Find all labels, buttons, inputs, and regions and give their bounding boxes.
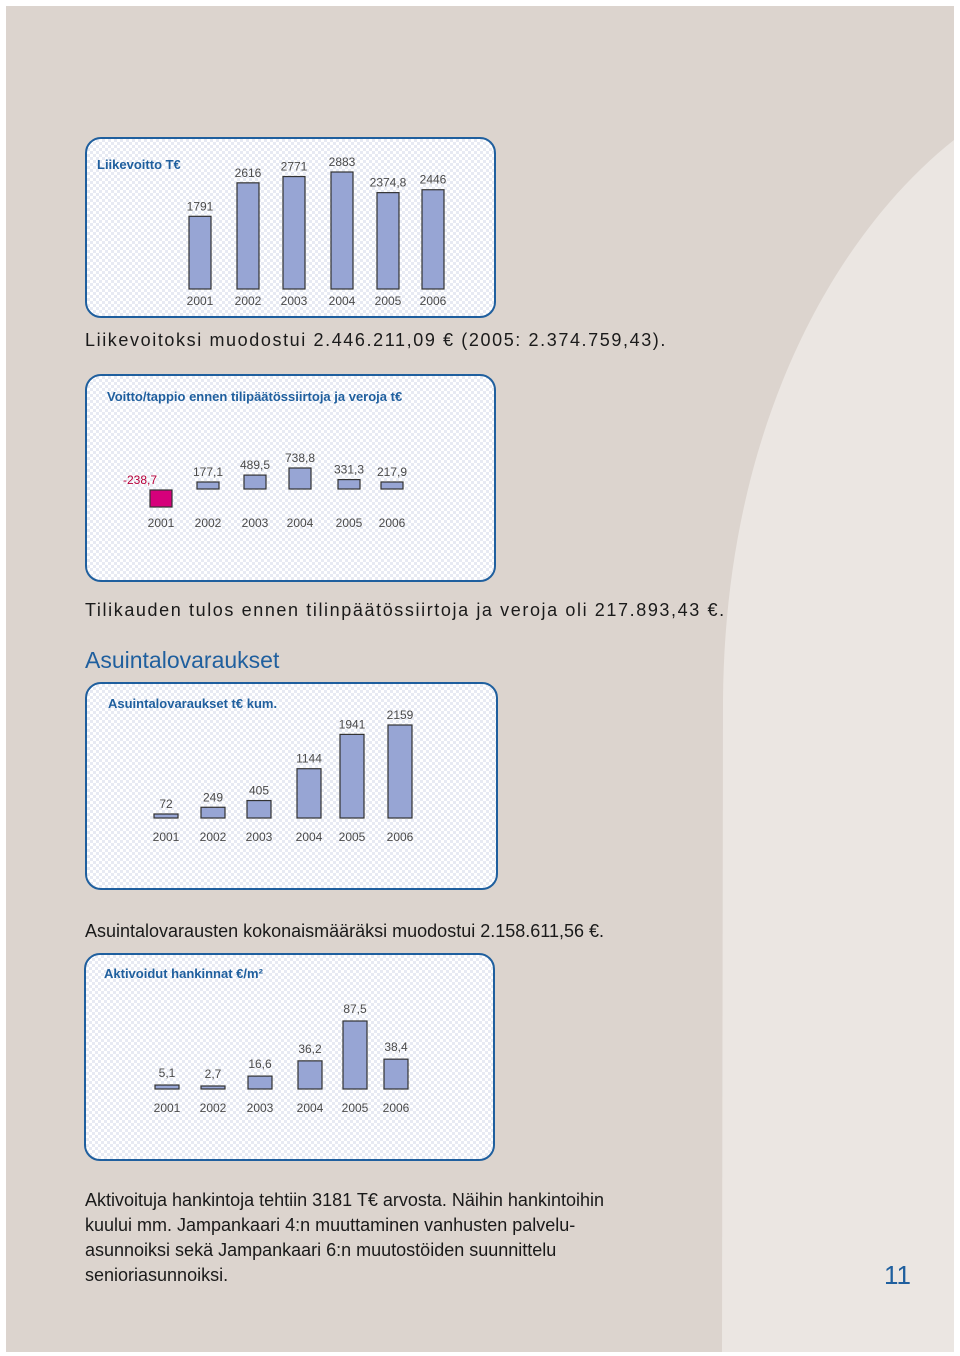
- bar-2003: [247, 1075, 273, 1090]
- chart-panel-result-before: Voitto/tappio ennen tilipäätössiirtoja j…: [85, 374, 496, 582]
- chart-title: Asuintalovaraukset t€ kum.: [108, 696, 278, 711]
- value-label: 2374,8: [370, 176, 407, 190]
- value-label: 2446: [420, 173, 447, 187]
- value-label: -238,7: [123, 473, 157, 487]
- bar-2005: [376, 192, 400, 290]
- bar-2004: [288, 467, 312, 490]
- tick-label: 2005: [375, 294, 402, 308]
- chart-title: Liikevoitto T€: [97, 157, 181, 172]
- value-label: 2883: [329, 155, 356, 169]
- tick-label: 2001: [154, 1101, 181, 1115]
- capitalized-paragraph: Aktivoituja hankintoja tehtiin 3181 T€ a…: [85, 1188, 685, 1288]
- value-label: 2,7: [205, 1067, 222, 1081]
- tick-label: 2002: [195, 516, 222, 530]
- tick-label: 2003: [246, 830, 273, 844]
- bar-2001: [154, 1084, 180, 1090]
- tick-label: 2002: [200, 830, 227, 844]
- bar-2006: [383, 1058, 409, 1090]
- value-label: 405: [249, 784, 269, 798]
- bar-2004: [297, 1060, 323, 1090]
- value-label: 72: [159, 797, 173, 811]
- chart-panel-capitalized: Aktivoidut hankinnat €/m²: [84, 953, 495, 1161]
- tick-label: 2006: [379, 516, 406, 530]
- chart-title: Voitto/tappio ennen tilipäätössiirtoja j…: [107, 389, 403, 404]
- value-label: 5,1: [159, 1066, 176, 1080]
- tick-label: 2004: [329, 294, 356, 308]
- tick-label: 2001: [187, 294, 214, 308]
- bar-2005: [339, 733, 365, 819]
- operating-profit-text: Liikevoitoksi muodostui 2.446.211,09 € (…: [85, 330, 667, 350]
- chart-title: Aktivoidut hankinnat €/m²: [104, 966, 263, 981]
- bar-2001: [188, 215, 212, 290]
- tick-label: 2005: [342, 1101, 369, 1115]
- value-label: 16,6: [248, 1057, 272, 1071]
- paragraph-line: kuului mm. Jampankaari 4:n muuttaminen v…: [85, 1215, 576, 1235]
- tick-label: 2005: [339, 830, 366, 844]
- tick-label: 2001: [148, 516, 175, 530]
- tick-label: 2004: [296, 830, 323, 844]
- bar-2001: [149, 489, 173, 508]
- paragraph-line: Aktivoituja hankintoja tehtiin 3181 T€ a…: [85, 1190, 604, 1210]
- tick-label: 2004: [297, 1101, 324, 1115]
- bar-2001: [153, 813, 179, 819]
- tick-label: 2002: [200, 1101, 227, 1115]
- bar-2005: [337, 478, 361, 490]
- value-label: 331,3: [334, 463, 364, 477]
- bar-2002: [236, 182, 260, 290]
- tick-label: 2006: [387, 830, 414, 844]
- value-label: 1941: [339, 717, 366, 731]
- paragraph-line: asunnoiksi sekä Jampankaari 6:n muutostö…: [85, 1240, 557, 1260]
- bar-2002: [196, 481, 220, 490]
- value-label: 2159: [387, 708, 414, 722]
- section-heading: Asuintalovaraukset: [85, 647, 280, 673]
- bar-2002: [200, 806, 226, 819]
- tick-label: 2006: [420, 294, 447, 308]
- bar-2006: [421, 189, 445, 290]
- value-label: 249: [203, 790, 223, 804]
- paragraph-line: senioriasunnoiksi.: [85, 1265, 229, 1285]
- value-label: 738,8: [285, 451, 315, 465]
- bar-2005: [342, 1020, 368, 1090]
- reserves-total-text: Asuintalovarausten kokonaismääräksi muod…: [85, 921, 604, 941]
- bar-2006: [380, 481, 404, 490]
- value-label: 177,1: [193, 465, 223, 479]
- result-before-text: Tilikauden tulos ennen tilinpäätössiirto…: [85, 600, 726, 620]
- value-label: 36,2: [298, 1042, 322, 1056]
- tick-label: 2006: [383, 1101, 410, 1115]
- value-label: 2771: [281, 160, 308, 174]
- value-label: 1791: [187, 199, 214, 213]
- tick-label: 2004: [287, 516, 314, 530]
- tick-label: 2002: [235, 294, 262, 308]
- bar-2002: [200, 1085, 226, 1090]
- bar-2004: [330, 171, 354, 290]
- tick-label: 2003: [281, 294, 308, 308]
- chart-panel-reserves: Asuintalovaraukset t€ kum.: [85, 682, 498, 890]
- tick-label: 2005: [336, 516, 363, 530]
- bar-2006: [387, 724, 413, 819]
- value-label: 38,4: [384, 1040, 408, 1054]
- bar-2004: [296, 768, 322, 819]
- value-label: 489,5: [240, 458, 270, 472]
- bar-2003: [246, 799, 272, 819]
- tick-label: 2001: [153, 830, 180, 844]
- bar-2003: [282, 175, 306, 290]
- value-label: 1144: [296, 752, 322, 766]
- value-label: 87,5: [343, 1002, 367, 1016]
- bar-2003: [243, 474, 267, 490]
- value-label: 2616: [235, 166, 262, 180]
- tick-label: 2003: [247, 1101, 274, 1115]
- page-number: 11: [884, 1260, 911, 1290]
- tick-label: 2003: [242, 516, 269, 530]
- value-label: 217,9: [377, 465, 407, 479]
